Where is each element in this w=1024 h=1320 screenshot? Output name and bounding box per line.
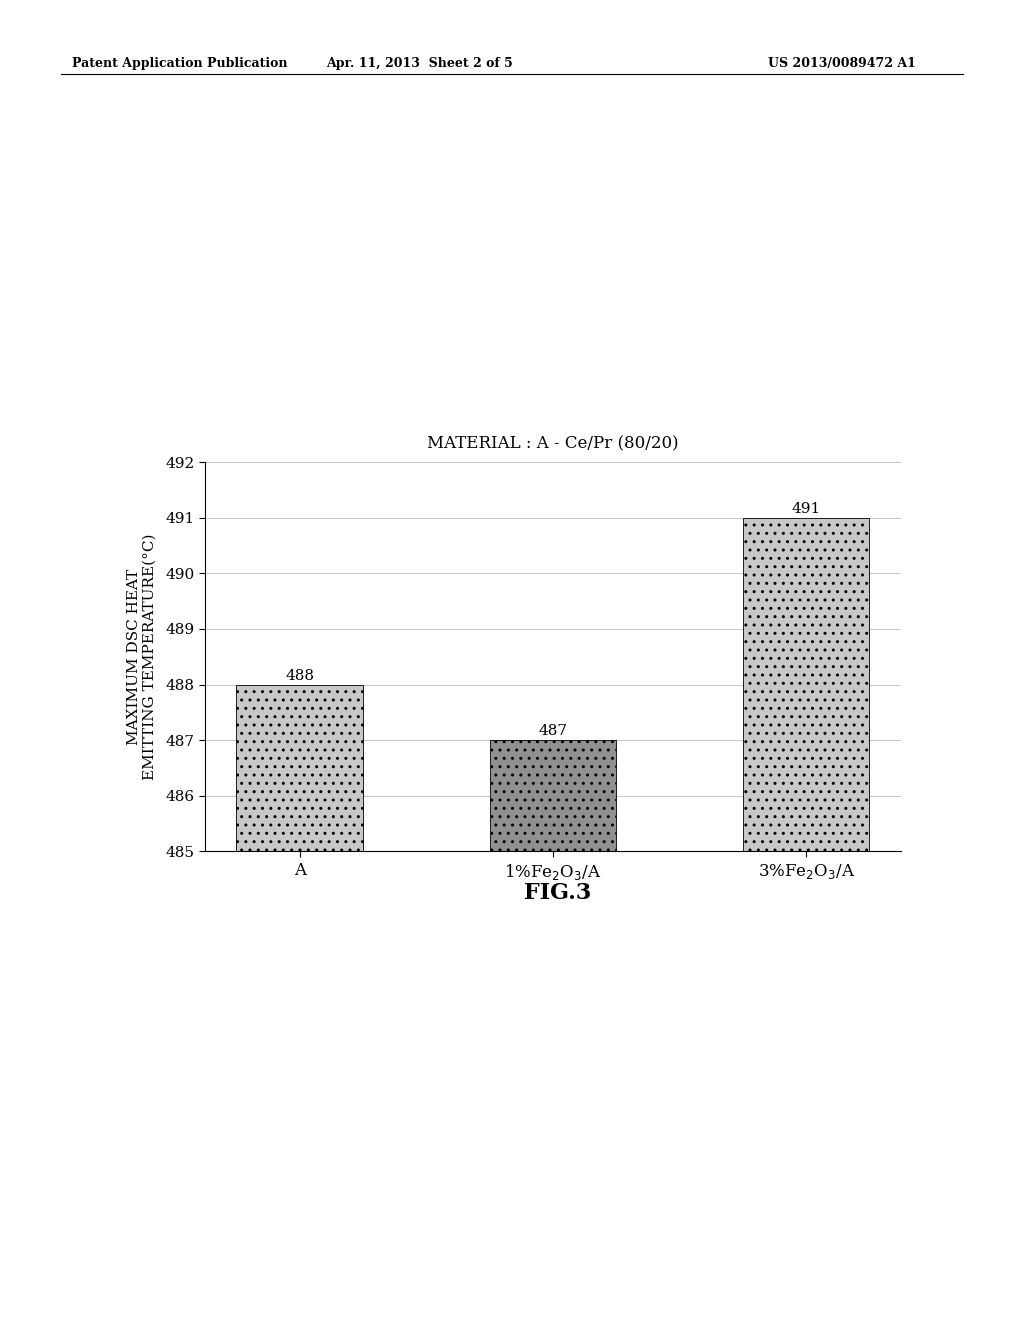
Bar — [237, 685, 364, 851]
Text: US 2013/0089472 A1: US 2013/0089472 A1 — [768, 57, 915, 70]
Text: 488: 488 — [286, 669, 314, 682]
Y-axis label: MAXIMUM DSC HEAT
EMITTING TEMPERATURE(°C): MAXIMUM DSC HEAT EMITTING TEMPERATURE(°C… — [127, 533, 157, 780]
Text: Apr. 11, 2013  Sheet 2 of 5: Apr. 11, 2013 Sheet 2 of 5 — [327, 57, 513, 70]
Text: FIG.3: FIG.3 — [524, 882, 592, 904]
Text: 487: 487 — [539, 725, 567, 738]
Bar — [742, 517, 869, 851]
Title: MATERIAL : A - Ce/Pr (80/20): MATERIAL : A - Ce/Pr (80/20) — [427, 436, 679, 453]
Text: 491: 491 — [792, 502, 821, 516]
Text: Patent Application Publication: Patent Application Publication — [72, 57, 287, 70]
Bar — [489, 741, 616, 851]
